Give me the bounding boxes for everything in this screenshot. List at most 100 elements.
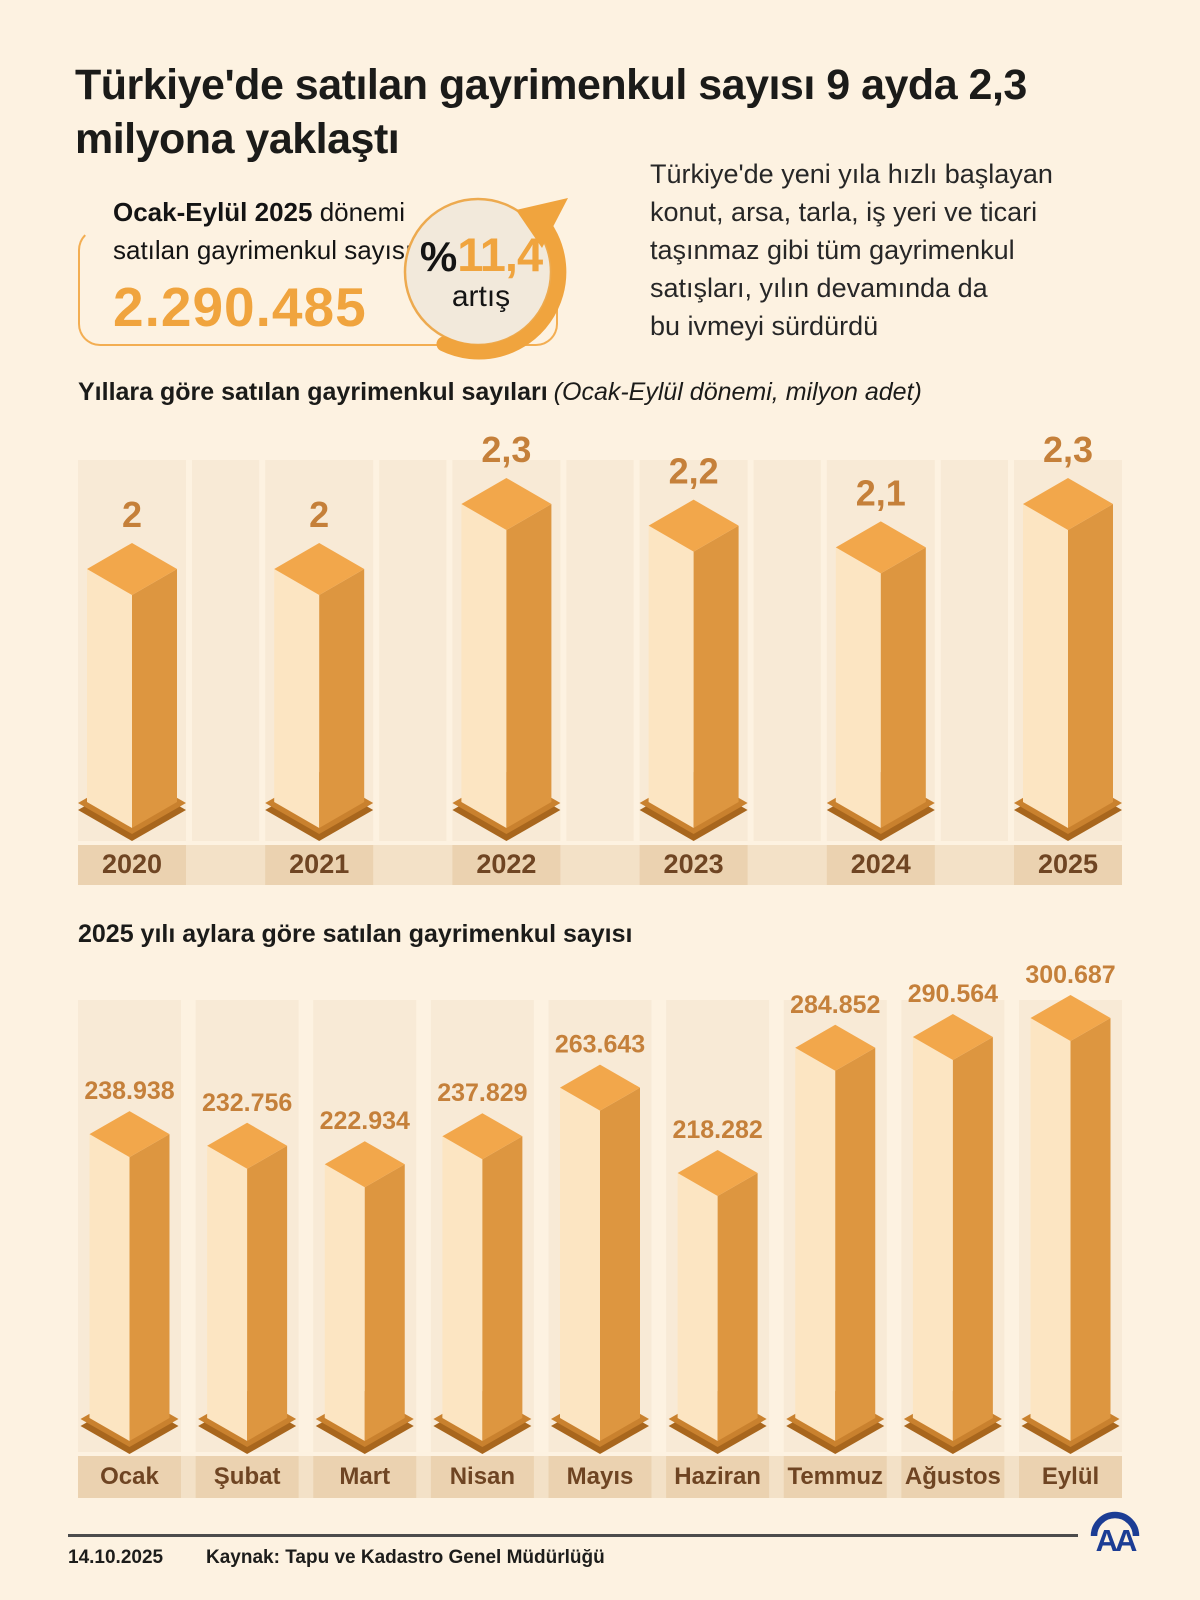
footer-divider — [68, 1534, 1078, 1537]
category-band-segment — [783, 1456, 887, 1498]
stat-period-rest: dönemi — [312, 197, 405, 227]
bar-side-face — [600, 1087, 640, 1441]
bar-value-label: 2,1 — [856, 472, 906, 513]
increase-text: %11,4 artış — [406, 230, 556, 313]
bar-side-face — [506, 504, 552, 828]
category-band — [78, 845, 1122, 885]
bar-Ağustos — [903, 1014, 1002, 1454]
bar-2021 — [265, 543, 374, 841]
category-label: 2020 — [102, 849, 162, 879]
bar-value-label: 238.938 — [84, 1077, 174, 1105]
stat-value: 2.290.485 — [113, 276, 367, 338]
logo-arc — [1090, 1511, 1140, 1537]
bar-side-face — [482, 1136, 523, 1441]
months-chart-title-text: 2025 yılı aylara göre satılan gayrimenku… — [78, 920, 633, 948]
bar-top-face — [648, 499, 739, 552]
chart-background-strip — [379, 460, 447, 841]
years-chart-subtitle: (Ocak-Eylül dönemi, milyon adet) — [553, 378, 922, 406]
category-band-segment — [548, 1456, 652, 1498]
aa-agency-logo: AA — [1090, 1511, 1140, 1558]
category-label: 2022 — [476, 849, 536, 879]
category-band-segment — [639, 845, 748, 885]
category-band-segment — [1019, 1456, 1122, 1498]
bar-top-face — [274, 543, 365, 595]
bar-front-face — [89, 1134, 130, 1441]
bar-value-label: 2 — [309, 494, 329, 535]
years-bar-chart: 2 2 2,3 2,2 2,1 2,3 2020 2021 2022 2023 2024 2025 — [78, 429, 1122, 885]
bar-side-face — [364, 1164, 405, 1441]
category-band-segment — [666, 1456, 770, 1498]
bar-front-face — [795, 1047, 836, 1441]
category-label: Mart — [339, 1463, 390, 1490]
bar-value-label: 2 — [122, 494, 142, 535]
bar-front-face — [442, 1136, 483, 1441]
bar-value-label: 237.829 — [437, 1079, 527, 1107]
bar-value-label: 232.756 — [202, 1089, 292, 1117]
bar-side-face — [880, 547, 926, 828]
category-label: 2024 — [851, 849, 911, 879]
chart-background-strip — [940, 460, 1008, 841]
bar-Şubat — [198, 1122, 297, 1454]
bar-2024 — [826, 521, 935, 841]
increase-arrow-circle — [403, 197, 568, 360]
bar-Mart — [315, 1141, 414, 1454]
footer-date: 14.10.2025 — [68, 1547, 164, 1568]
intro-paragraph: Türkiye'de yeni yıla hızlı başlayan konu… — [650, 159, 1053, 341]
category-label: 2025 — [1038, 849, 1098, 879]
category-label: Temmuz — [787, 1463, 883, 1490]
months-bar-chart: 238.938 232.756 222.934 237.829 263.643 218.2… — [78, 961, 1122, 1498]
bar-side-face — [1070, 1018, 1111, 1441]
stat-period-bold: Ocak-Eylül 2025 — [113, 197, 313, 227]
bar-Nisan — [433, 1113, 532, 1454]
category-label: Ağustos — [905, 1463, 1001, 1490]
bar-top-face — [89, 1111, 170, 1158]
bar-front-face — [835, 547, 881, 828]
category-label: Haziran — [674, 1463, 761, 1490]
bar-top-face — [560, 1064, 640, 1111]
bar-value-label: 2,3 — [1043, 429, 1093, 470]
category-band-segment — [313, 1456, 417, 1498]
bar-top-face — [1023, 478, 1113, 530]
bar-front-face — [1023, 504, 1068, 828]
bar-front-face — [274, 569, 320, 828]
bar-side-face — [319, 569, 365, 828]
increase-badge: %11,4 artış — [398, 188, 576, 360]
bar-front-face — [648, 525, 694, 828]
bar-top-face — [677, 1150, 758, 1196]
chart-background-strip — [566, 460, 634, 841]
category-label: 2023 — [664, 849, 724, 879]
bar-Temmuz — [786, 1024, 885, 1454]
category-label: Şubat — [214, 1463, 281, 1490]
chart-background-strip — [753, 460, 821, 841]
bar-2025 — [1014, 478, 1122, 841]
bar-side-face — [717, 1173, 758, 1441]
bar-side-face — [129, 1134, 170, 1441]
bar-front-face — [461, 504, 507, 828]
months-chart-title: 2025 yılı aylara göre satılan gayrimenku… — [78, 920, 632, 949]
percent-sign: % — [419, 233, 458, 280]
years-chart-title: Yıllara göre satılan gayrimenkul sayılar… — [78, 378, 922, 407]
category-band-segment — [195, 1456, 299, 1498]
bar-value-label: 2,2 — [669, 451, 719, 492]
bar-side-face — [132, 569, 177, 828]
category-band-segment — [826, 845, 935, 885]
bar-side-face — [835, 1047, 876, 1441]
category-band-segment — [452, 845, 561, 885]
category-label: Ocak — [100, 1463, 159, 1490]
category-band-segment — [78, 845, 186, 885]
bar-side-face — [693, 525, 739, 828]
increase-value: 11,4 — [457, 228, 543, 281]
bar-value-label: 300.687 — [1025, 961, 1115, 989]
chart-background-strip — [192, 460, 260, 841]
bar-top-face — [442, 1113, 523, 1160]
category-band-segment — [901, 1456, 1005, 1498]
bar-value-label: 2,3 — [481, 429, 531, 470]
bar-Mayıs — [551, 1064, 649, 1454]
years-chart-title-text: Yıllara göre satılan gayrimenkul sayılar… — [78, 378, 548, 406]
bar-side-face — [1068, 504, 1113, 828]
logo-letters: AA — [1096, 1523, 1137, 1558]
page-title: Türkiye'de satılan gayrimenkul sayısı 9 … — [75, 61, 1027, 164]
bar-front-face — [560, 1087, 600, 1441]
category-label: 2021 — [289, 849, 349, 879]
